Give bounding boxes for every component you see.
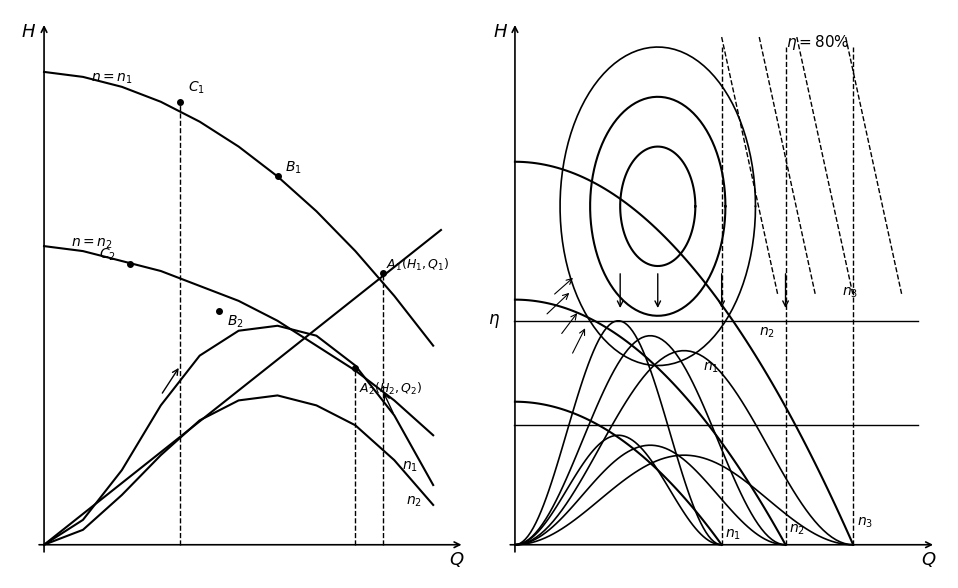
Text: Q: Q [449, 550, 464, 569]
Text: $n_2$: $n_2$ [406, 495, 422, 509]
Text: $n_3$: $n_3$ [857, 516, 873, 530]
Text: $n_3$: $n_3$ [842, 286, 858, 300]
Text: Q: Q [922, 550, 935, 569]
Text: $n_2$: $n_2$ [760, 326, 775, 340]
Text: $n=n_1$: $n=n_1$ [91, 72, 132, 86]
Text: $n_1$: $n_1$ [703, 360, 718, 375]
Text: $B_2$: $B_2$ [227, 314, 243, 330]
Text: $n_1$: $n_1$ [402, 460, 418, 475]
Text: H: H [22, 23, 35, 41]
Text: $C_2$: $C_2$ [99, 246, 115, 263]
Text: $C_1$: $C_1$ [188, 80, 205, 96]
Text: H: H [493, 23, 507, 41]
Text: $\eta$: $\eta$ [489, 312, 500, 330]
Text: $n_1$: $n_1$ [725, 527, 741, 542]
Text: $A_2(H_2,Q_2)$: $A_2(H_2,Q_2)$ [359, 381, 422, 397]
Text: $B_1$: $B_1$ [285, 159, 302, 176]
Text: $n=n_2$: $n=n_2$ [71, 236, 113, 250]
Text: $n_2$: $n_2$ [789, 523, 806, 537]
Text: $A_1(H_1,Q_1)$: $A_1(H_1,Q_1)$ [386, 256, 450, 273]
Text: $\eta=80\%$: $\eta=80\%$ [786, 33, 849, 52]
